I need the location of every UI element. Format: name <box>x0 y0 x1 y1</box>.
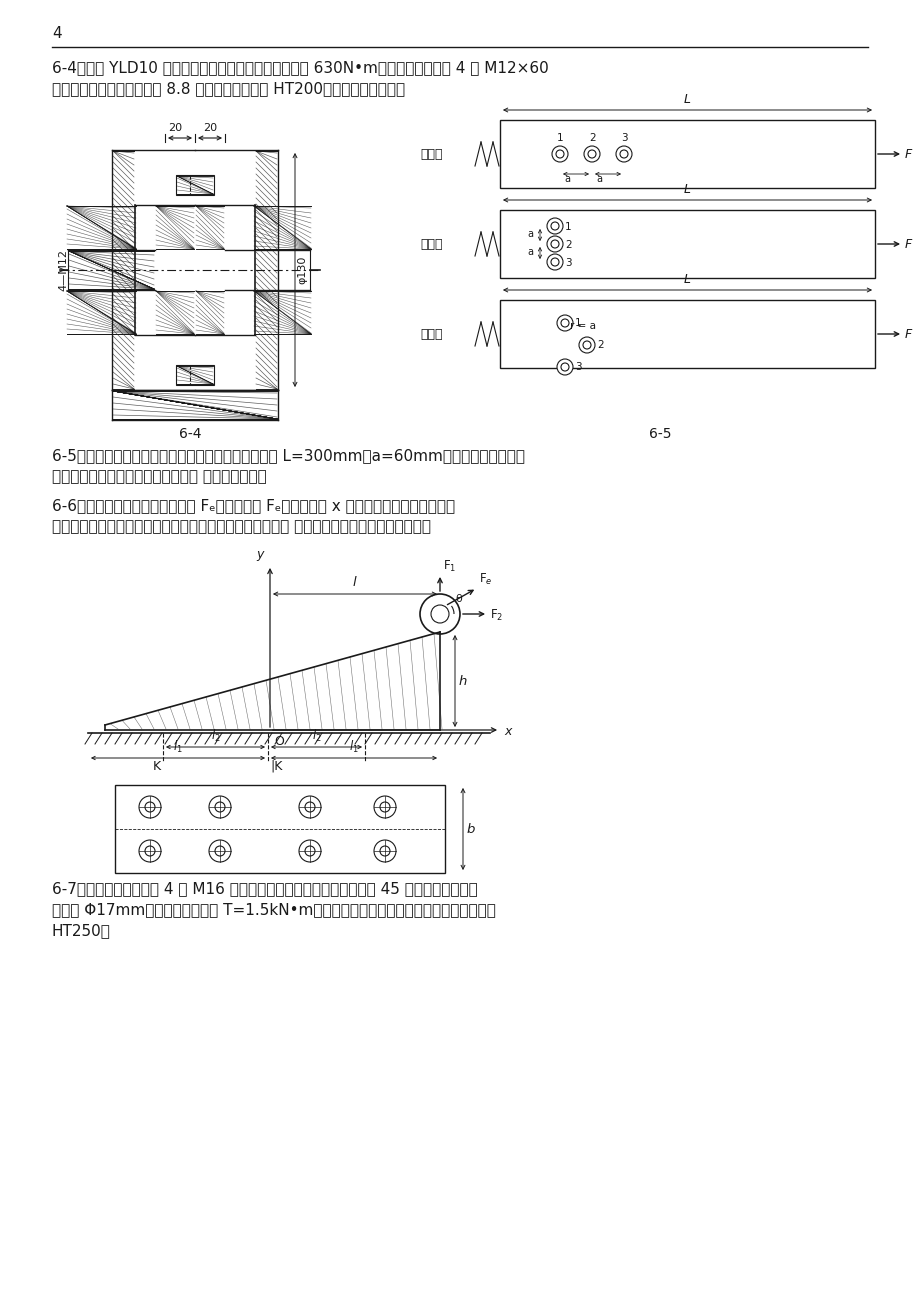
Text: 1: 1 <box>574 318 581 328</box>
Circle shape <box>551 146 567 161</box>
Text: 面内。试分析螺栓组受力情况，并判断哪个螺栓受载最大？ 保证联接安全的必要条件有哪些？: 面内。试分析螺栓组受力情况，并判断哪个螺栓受载最大？ 保证联接安全的必要条件有哪… <box>52 519 430 534</box>
Circle shape <box>578 337 595 353</box>
Circle shape <box>380 802 390 812</box>
Circle shape <box>374 796 395 818</box>
Circle shape <box>209 840 231 862</box>
Text: HT250。: HT250。 <box>52 923 111 937</box>
Circle shape <box>550 223 559 230</box>
Circle shape <box>145 802 154 812</box>
Circle shape <box>299 840 321 862</box>
Circle shape <box>430 605 448 622</box>
Text: y: y <box>255 548 263 561</box>
Circle shape <box>616 146 631 161</box>
Circle shape <box>583 341 590 349</box>
Circle shape <box>209 796 231 818</box>
Circle shape <box>587 150 596 158</box>
Text: 2: 2 <box>596 340 603 350</box>
Text: F$_2$: F$_2$ <box>490 608 503 624</box>
Text: $h$: $h$ <box>458 674 467 687</box>
Text: $l_1$: $l_1$ <box>173 740 183 755</box>
Circle shape <box>561 319 568 327</box>
Circle shape <box>547 217 562 234</box>
Text: r = a: r = a <box>570 322 596 331</box>
Text: 4—M12: 4—M12 <box>58 249 68 292</box>
Bar <box>499 120 874 187</box>
Text: 20: 20 <box>203 122 217 133</box>
Circle shape <box>145 846 154 855</box>
Circle shape <box>584 146 599 161</box>
Text: θ: θ <box>455 594 461 604</box>
Bar <box>176 365 214 385</box>
Text: F$_1$: F$_1$ <box>443 559 456 574</box>
Text: $b$: $b$ <box>466 822 475 836</box>
Text: a: a <box>563 174 570 184</box>
Text: $l_2$: $l_2$ <box>312 728 321 745</box>
Bar <box>499 299 874 368</box>
Circle shape <box>380 846 390 855</box>
Text: 1: 1 <box>564 223 571 232</box>
Text: 1: 1 <box>556 133 563 143</box>
Text: 6-6、图示底板螺栓组联接受外力 Fₑ作用，外力 Fₑ作用在包含 x 轴并垂直于底板结合面的平: 6-6、图示底板螺栓组联接受外力 Fₑ作用，外力 Fₑ作用在包含 x 轴并垂直于… <box>52 497 455 513</box>
Text: 20: 20 <box>168 122 182 133</box>
Text: K: K <box>153 760 161 773</box>
Text: 3: 3 <box>574 362 581 372</box>
Circle shape <box>299 796 321 818</box>
Text: x: x <box>504 725 511 738</box>
Circle shape <box>305 802 314 812</box>
Text: 方案三: 方案三 <box>420 328 442 341</box>
Circle shape <box>550 258 559 266</box>
Text: 3: 3 <box>620 133 627 143</box>
Circle shape <box>139 840 161 862</box>
Text: 直径为 Φ17mm，其许用最大扇矩 T=1.5kN•m（设为静载荷），试校核其强度。联轴器材料: 直径为 Φ17mm，其许用最大扇矩 T=1.5kN•m（设为静载荷），试校核其强… <box>52 902 495 917</box>
Text: 受力最大的螺栓所受的力各为多少？ 哪个方案较好？: 受力最大的螺栓所受的力各为多少？ 哪个方案较好？ <box>52 469 267 484</box>
Text: 6-7、图示刚性联轴器取 4 个 M16 小六角头鐓制孔用螺栓，螺栓材料为 45 锂，受剪面处螺栓: 6-7、图示刚性联轴器取 4 个 M16 小六角头鐓制孔用螺栓，螺栓材料为 45… <box>52 881 477 896</box>
Bar <box>499 210 874 279</box>
Circle shape <box>547 254 562 270</box>
Circle shape <box>374 840 395 862</box>
Circle shape <box>555 150 563 158</box>
Text: F: F <box>904 238 912 251</box>
Circle shape <box>550 240 559 247</box>
Text: O: O <box>274 736 284 749</box>
Text: 2: 2 <box>588 133 595 143</box>
Circle shape <box>561 363 568 371</box>
Circle shape <box>556 359 573 375</box>
Text: 6-5: 6-5 <box>648 427 671 441</box>
Text: 6-4、图示 YLD10 凸缘联轴器，允许传递的最大转矩为 630N•m，两半联轴器采用 4 个 M12×60: 6-4、图示 YLD10 凸缘联轴器，允许传递的最大转矩为 630N•m，两半联… <box>52 60 548 76</box>
Text: |K: |K <box>269 760 282 773</box>
Text: 6-4: 6-4 <box>178 427 201 441</box>
Text: a: a <box>596 174 601 184</box>
Text: 的鐓制孔螺栓，性能等级为 8.8 级，联轴器材料为 HT200，试校核联接强度。: 的鐓制孔螺栓，性能等级为 8.8 级，联轴器材料为 HT200，试校核联接强度。 <box>52 81 404 96</box>
Text: a: a <box>527 229 532 240</box>
Circle shape <box>619 150 628 158</box>
Text: F: F <box>904 148 912 161</box>
Text: $l_1$: $l_1$ <box>348 740 358 755</box>
Text: 方案一: 方案一 <box>420 148 442 161</box>
Text: a: a <box>527 247 532 256</box>
Circle shape <box>139 796 161 818</box>
Text: L: L <box>683 273 690 286</box>
Text: 4: 4 <box>52 26 62 40</box>
Bar <box>115 785 445 874</box>
Circle shape <box>547 236 562 253</box>
Circle shape <box>556 315 573 331</box>
Circle shape <box>215 802 225 812</box>
Text: L: L <box>683 92 690 105</box>
Text: φ130: φ130 <box>297 255 307 284</box>
Text: $l$: $l$ <box>352 575 357 589</box>
Circle shape <box>305 846 314 855</box>
Text: L: L <box>683 184 690 197</box>
Text: F$_e$: F$_e$ <box>479 572 492 587</box>
Circle shape <box>215 846 225 855</box>
Text: 6-5、鐓制孔用螺栓组联接的三种方案如图所示，已知 L=300mm，a=60mm，试求三个方案中，: 6-5、鐓制孔用螺栓组联接的三种方案如图所示，已知 L=300mm，a=60mm… <box>52 448 525 464</box>
Text: $l_2$: $l_2$ <box>210 728 221 745</box>
Circle shape <box>420 594 460 634</box>
Text: F: F <box>904 328 912 341</box>
Text: 3: 3 <box>564 258 571 268</box>
Text: 2: 2 <box>564 240 571 250</box>
Text: 方案二: 方案二 <box>420 238 442 251</box>
Bar <box>176 174 214 195</box>
